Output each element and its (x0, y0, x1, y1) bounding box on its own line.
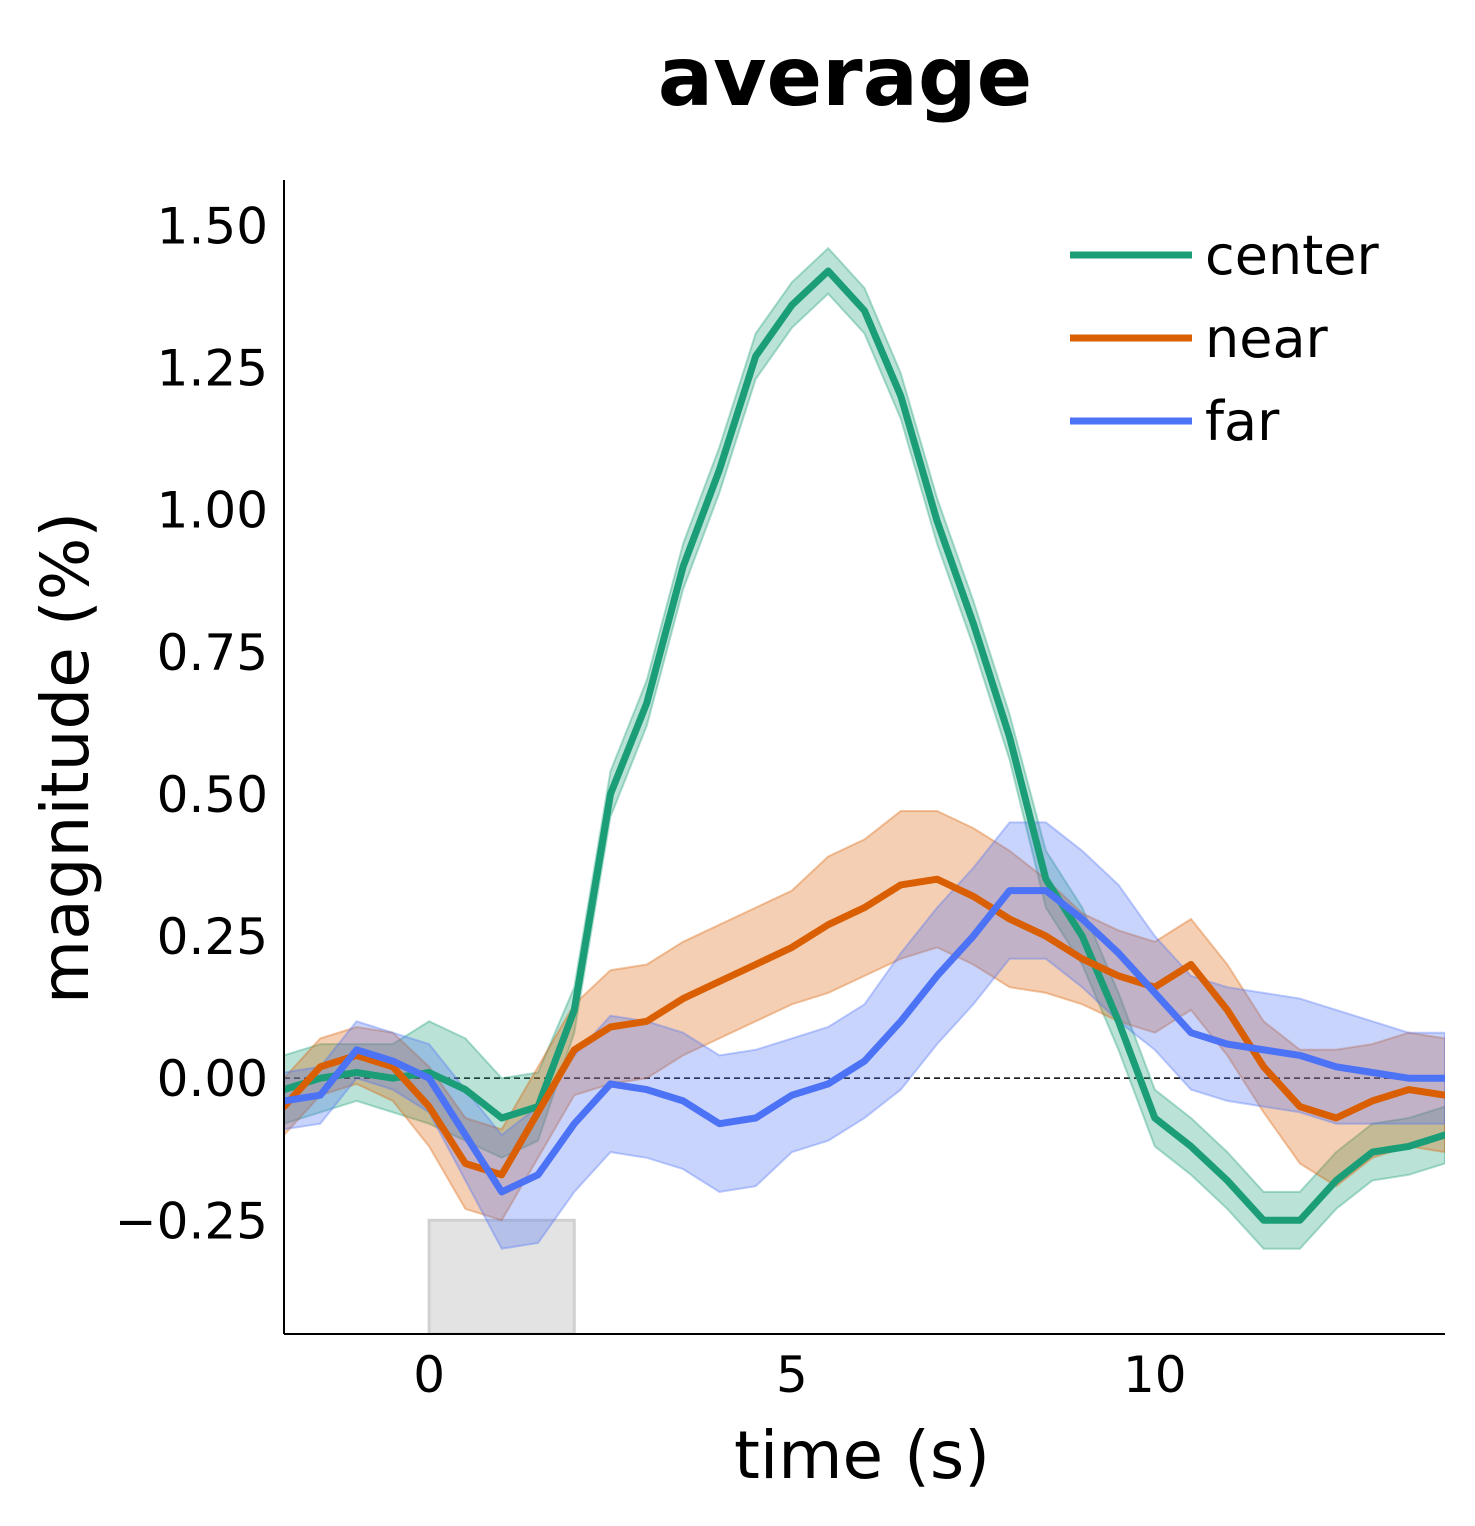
legend-label-far: far (1205, 390, 1280, 453)
band-near (284, 810, 1445, 1222)
band-far (284, 821, 1445, 1250)
y-tick-label: −0.25 (115, 1192, 268, 1250)
y-tick-label: 0.25 (157, 908, 268, 966)
y-tick-label: 0.00 (157, 1050, 268, 1108)
series-line-center (284, 267, 1445, 1224)
chart-title: average (658, 30, 1033, 125)
y-tick-label: 0.75 (157, 624, 268, 682)
x-tick-label: 0 (413, 1346, 445, 1404)
legend-label-near: near (1205, 307, 1329, 370)
x-tick-label: 10 (1123, 1346, 1187, 1404)
series-line-far (284, 887, 1445, 1196)
axes: 0 5 10 −0.25 0.00 0.25 0.50 0.75 1.00 1.25 1.50 (115, 180, 1445, 1404)
y-tick-label: 1.25 (157, 340, 268, 398)
legend: center near far (1070, 224, 1380, 453)
y-tick-label: 1.00 (157, 482, 268, 540)
x-tick-label: 5 (776, 1346, 808, 1404)
x-axis-label: time (s) (734, 1417, 990, 1494)
y-axis-label: magnitude (%) (27, 512, 104, 1004)
plot-area (284, 246, 1445, 1334)
stimulus-box (427, 1218, 576, 1334)
y-tick-label: 1.50 (157, 197, 268, 255)
legend-label-center: center (1205, 224, 1380, 287)
y-tick-label: 0.50 (157, 766, 268, 824)
plot-clip-group (284, 246, 1445, 1334)
